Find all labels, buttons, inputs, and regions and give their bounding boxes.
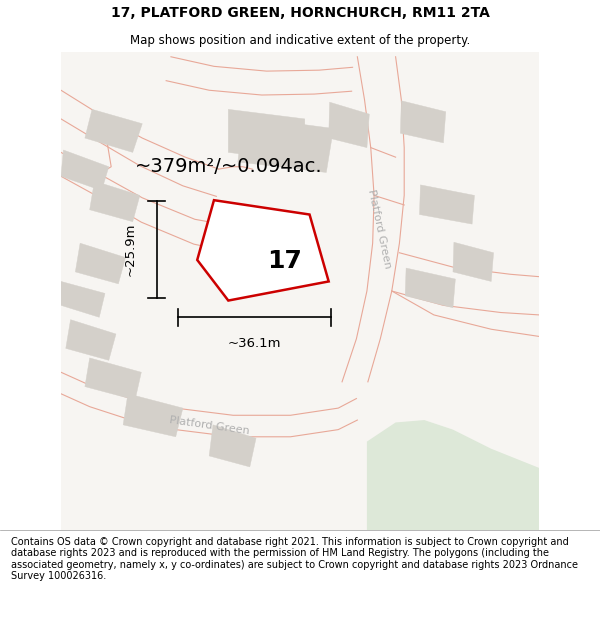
Polygon shape [85,109,142,152]
Text: ~36.1m: ~36.1m [228,338,281,351]
Polygon shape [76,243,125,284]
Polygon shape [209,425,256,467]
Polygon shape [61,150,109,191]
Polygon shape [238,116,334,172]
Polygon shape [66,319,116,360]
Polygon shape [85,358,142,400]
Polygon shape [400,101,446,143]
Text: Platford Green: Platford Green [365,188,392,269]
Polygon shape [228,109,305,162]
Polygon shape [329,102,370,148]
Text: ~379m²/~0.094ac.: ~379m²/~0.094ac. [135,158,323,176]
Polygon shape [367,420,539,530]
Polygon shape [453,242,494,281]
Polygon shape [89,181,140,222]
Text: 17, PLATFORD GREEN, HORNCHURCH, RM11 2TA: 17, PLATFORD GREEN, HORNCHURCH, RM11 2TA [110,6,490,20]
Polygon shape [419,185,475,224]
Text: Contains OS data © Crown copyright and database right 2021. This information is : Contains OS data © Crown copyright and d… [11,537,578,581]
Text: Platford Green: Platford Green [169,415,250,436]
Text: ~25.9m: ~25.9m [124,223,137,276]
Polygon shape [405,268,455,308]
Text: Map shows position and indicative extent of the property.: Map shows position and indicative extent… [130,34,470,47]
Text: 17: 17 [267,249,302,273]
Polygon shape [61,281,105,318]
Polygon shape [123,394,183,437]
Polygon shape [197,200,329,301]
